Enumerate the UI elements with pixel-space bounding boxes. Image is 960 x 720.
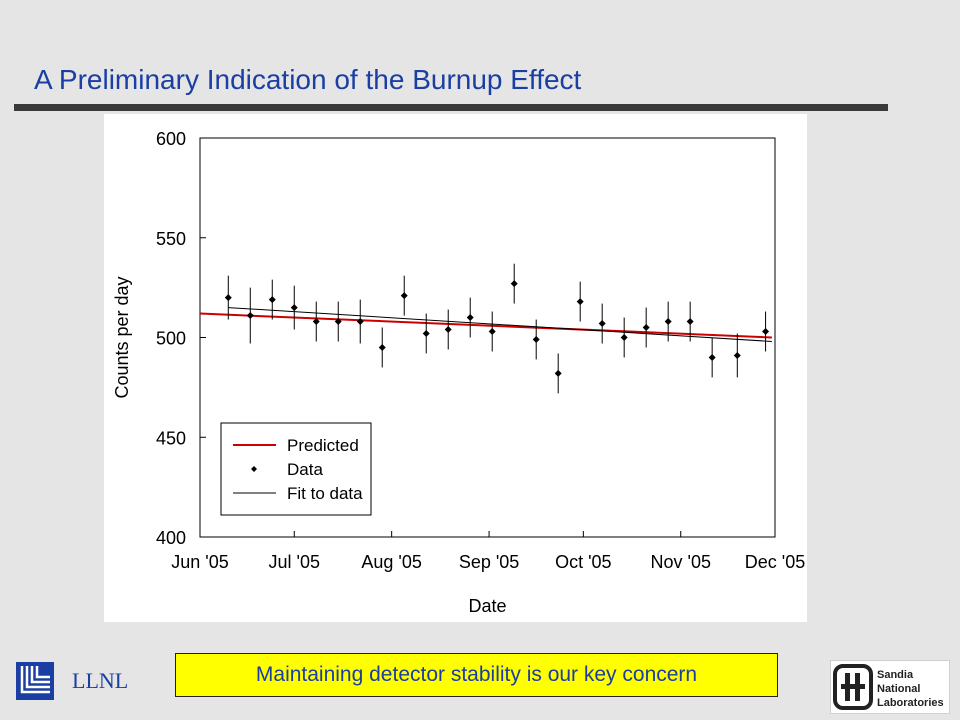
x-axis-label: Date [468,596,506,616]
legend-label: Data [287,460,323,479]
data-point [664,318,672,326]
title-divider [14,104,888,111]
x-tick-label: Aug '05 [361,552,422,572]
data-point [356,318,364,326]
data-point [246,312,254,320]
legend-label: Predicted [287,436,359,455]
callout-box: Maintaining detector stability is our ke… [175,653,778,697]
data-point [532,335,540,343]
data-point [686,318,694,326]
chart-panel: 400 450 500 550 600 Jun '05 Jul '05 Aug '05 Sep… [104,114,807,622]
burnup-chart: 400 450 500 550 600 Jun '05 Jul '05 Aug '05 Sep… [112,129,805,616]
llnl-label: LLNL [72,668,129,693]
x-tick-label: Sep '05 [459,552,520,572]
data-point [224,294,232,302]
data-point [554,369,562,377]
data-point [510,280,518,288]
y-axis-label: Counts per day [112,276,132,398]
data-point [400,292,408,300]
data-point [762,328,770,336]
sandia-national-laboratories-logo: Sandia National Laboratories [830,660,950,714]
svg-text:Sandia: Sandia [877,669,914,681]
y-tick-label: 400 [156,528,186,548]
data-point [290,304,298,312]
data-point [733,351,741,359]
x-tick-label: Jul '05 [269,552,320,572]
callout-text: Maintaining detector stability is our ke… [255,663,698,686]
data-point [708,353,716,361]
predicted-line [199,312,772,339]
data-point [334,318,342,326]
data-point [576,298,584,306]
x-tick-label: Dec '05 [745,552,805,572]
data-point [268,296,276,304]
data-point [378,343,386,351]
svg-text:National: National [877,683,920,695]
legend-data-swatch [251,466,257,472]
x-tick-label: Nov '05 [651,552,711,572]
x-tick-label: Oct '05 [555,552,611,572]
y-tick-label: 450 [156,428,186,448]
data-point [444,326,452,334]
data-point [620,334,628,341]
data-point [598,320,606,328]
legend-label: Fit to data [287,484,363,503]
y-tick-label: 550 [156,229,186,249]
svg-text:Laboratories: Laboratories [877,697,944,709]
slide-title: A Preliminary Indication of the Burnup E… [34,64,582,95]
y-tick-label: 500 [156,329,186,349]
y-tick-label: 600 [156,129,186,149]
llnl-logo-icon [16,662,54,700]
data-point [488,328,496,336]
data-point [312,318,320,326]
x-tick-label: Jun '05 [171,552,228,572]
data-point [466,314,474,322]
legend-box [220,422,372,516]
fit-line [228,307,772,342]
data-point [422,330,430,338]
data-point [642,324,650,332]
